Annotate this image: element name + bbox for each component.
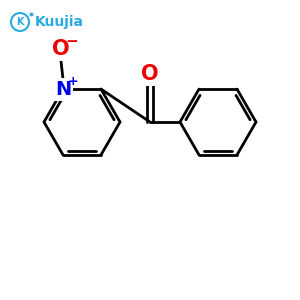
Text: Kuujia: Kuujia: [35, 15, 84, 29]
Text: O: O: [52, 39, 70, 59]
Text: K: K: [16, 17, 24, 27]
Text: N: N: [55, 80, 71, 99]
Text: +: +: [68, 75, 78, 88]
Text: O: O: [141, 64, 159, 84]
Text: −: −: [66, 34, 78, 49]
